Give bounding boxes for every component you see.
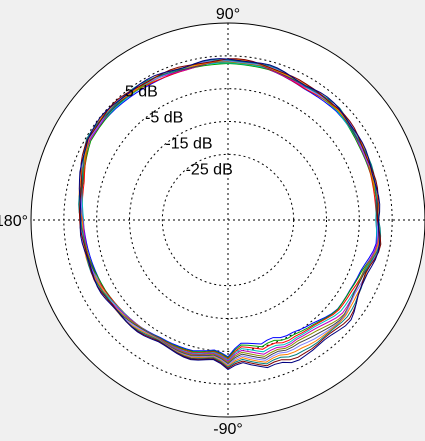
angle-tick-label: 90° bbox=[216, 6, 240, 23]
grid-circle bbox=[129, 121, 327, 319]
radial-tick-label: -5 dB bbox=[145, 110, 183, 127]
angular-tick-labels: 90°0°-90°±180° bbox=[0, 6, 243, 438]
radial-tick-label: -15 dB bbox=[165, 135, 212, 152]
angle-tick-label: ±180° bbox=[0, 213, 28, 230]
radial-tick-label: 5 dB bbox=[125, 84, 158, 101]
polar-grid bbox=[31, 23, 425, 417]
series-line bbox=[78, 58, 382, 369]
series-line bbox=[78, 58, 381, 371]
radial-tick-label: -25 dB bbox=[186, 161, 233, 178]
series-group bbox=[78, 58, 382, 371]
angle-tick-label: -90° bbox=[213, 421, 243, 438]
radial-tick-labels: -25 dB -15 dB -5 dB 5 dB bbox=[125, 84, 233, 179]
